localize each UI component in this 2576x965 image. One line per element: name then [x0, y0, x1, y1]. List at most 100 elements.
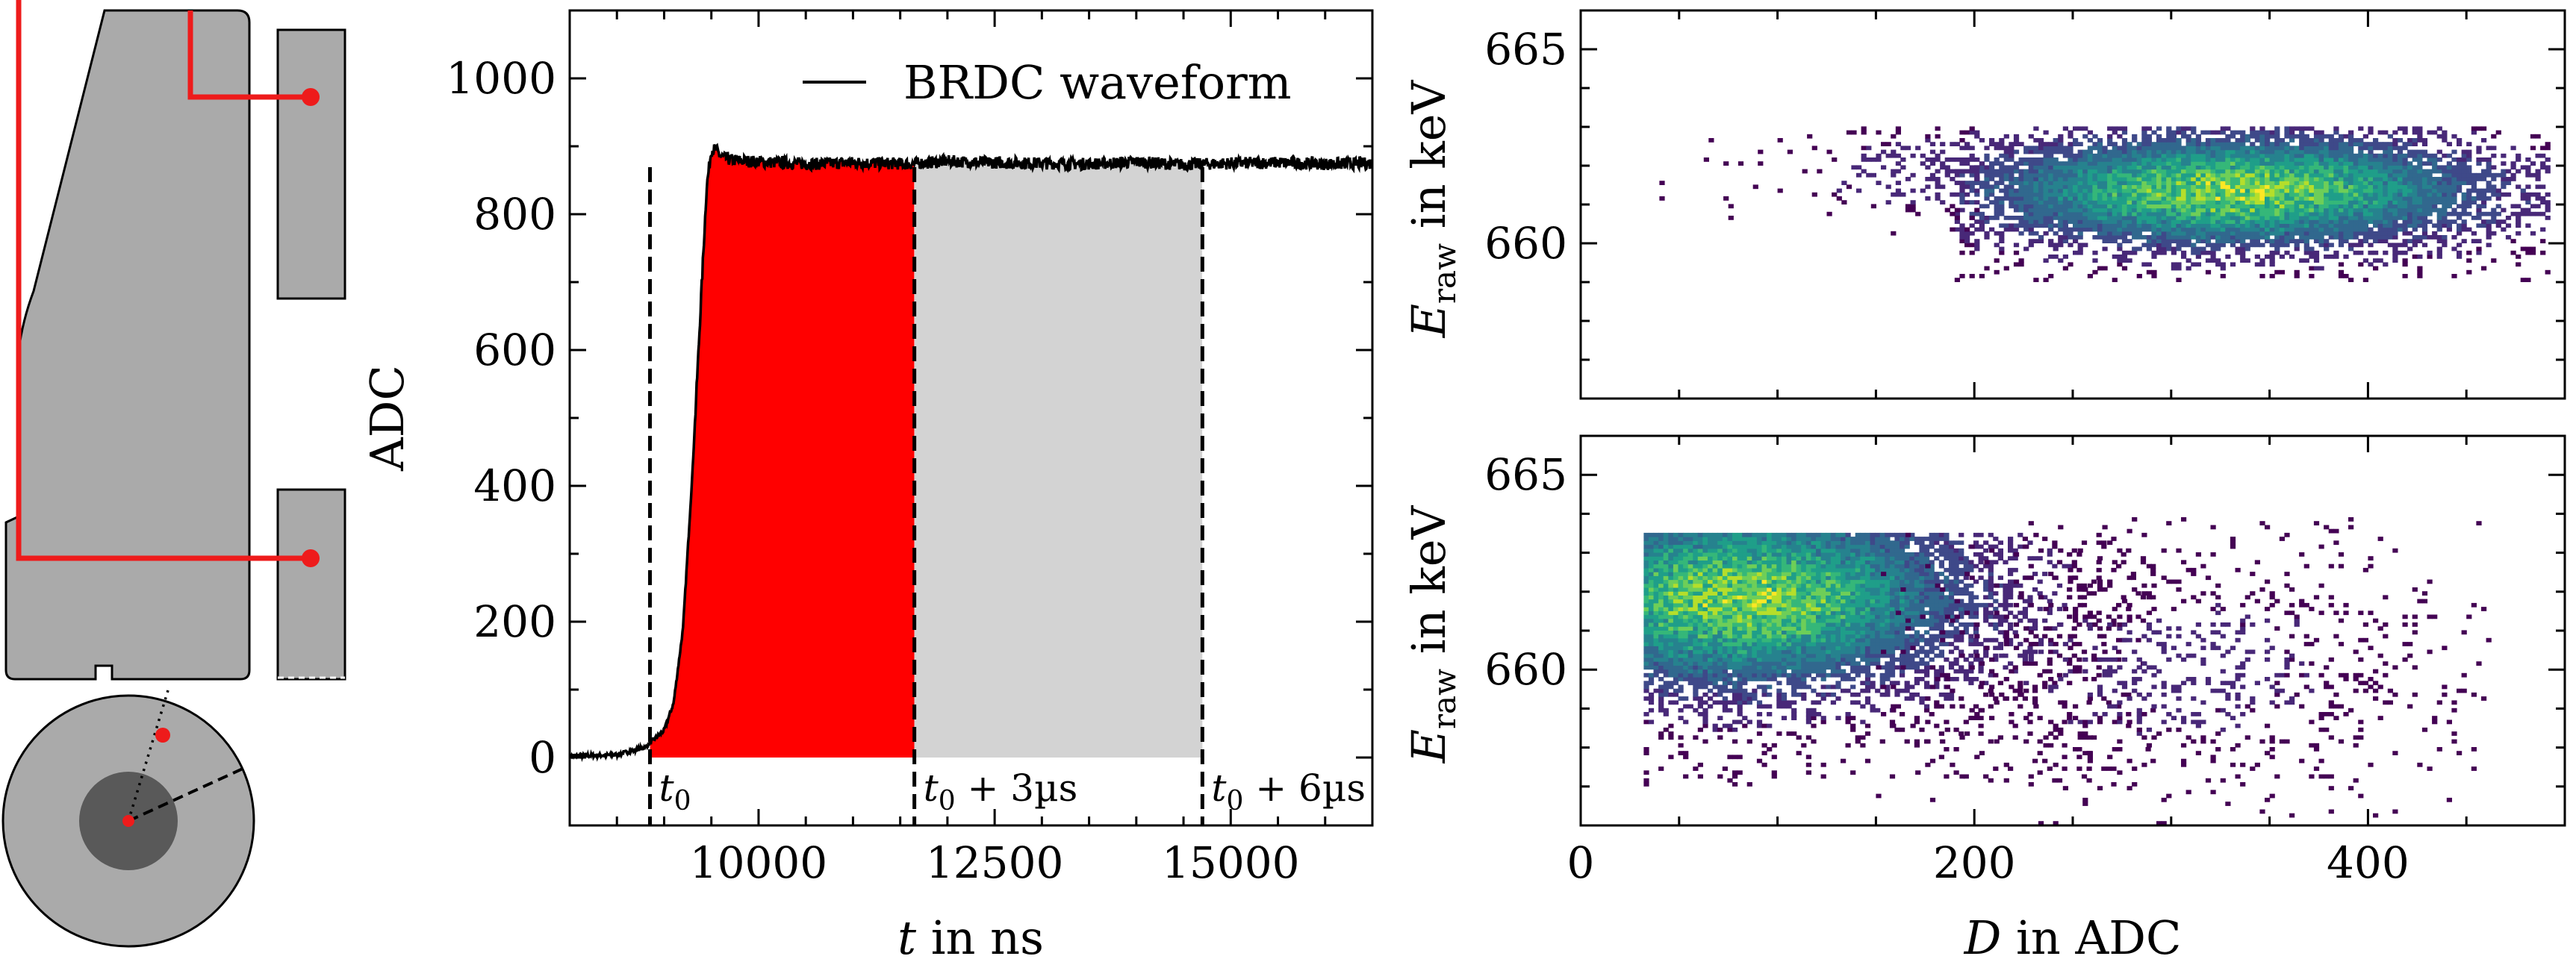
- heatmap-cell: [2235, 149, 2241, 154]
- heatmap-cell: [2313, 165, 2320, 170]
- heatmap-cell: [2318, 165, 2324, 170]
- heatmap-cell: [1811, 579, 1817, 584]
- heatmap-cell: [2107, 196, 2113, 201]
- heatmap-cell: [1742, 649, 1748, 655]
- heatmap-cell: [2540, 250, 2546, 255]
- heatmap-cell: [2244, 172, 2250, 178]
- heatmap-cell: [2259, 192, 2265, 197]
- heatmap-cell: [1673, 575, 1679, 581]
- heatmap-cell: [2279, 142, 2285, 146]
- heatmap-cell: [1984, 165, 1990, 170]
- heatmap-cell: [2471, 216, 2477, 220]
- heatmap-cell: [2043, 146, 2049, 151]
- heatmap-cell: [2442, 211, 2448, 216]
- heatmap-cell: [2491, 177, 2497, 181]
- heatmap-cell: [2240, 169, 2246, 174]
- heatmap-cell: [1708, 599, 1714, 604]
- heatmap-cell: [1708, 622, 1714, 627]
- heatmap-cell: [2442, 239, 2448, 243]
- heatmap-cell: [1702, 614, 1708, 619]
- heatmap-cell: [2269, 243, 2275, 248]
- heatmap-cell: [1994, 204, 2000, 209]
- heatmap-cell: [2028, 231, 2034, 236]
- heatmap-cell: [2009, 184, 2015, 190]
- heatmap-cell: [2392, 216, 2398, 220]
- marker-label: t0 + 3µs: [924, 766, 1078, 816]
- heatmap-cell: [2313, 216, 2320, 220]
- heatmap-cell: [2181, 254, 2187, 259]
- heatmap-cell: [2269, 153, 2275, 158]
- heatmap-cell: [2318, 138, 2324, 143]
- heatmap-cell: [2407, 207, 2413, 213]
- heatmap-cell: [1816, 672, 1822, 678]
- heatmap-cell: [2259, 200, 2265, 204]
- heatmap-cell: [1668, 665, 1674, 670]
- heatmap-cell: [2112, 211, 2118, 216]
- heatmap-cell: [1687, 681, 1693, 686]
- heatmap-cell: [2486, 243, 2492, 248]
- heatmap-cell: [2402, 177, 2408, 181]
- heatmap-cell: [1826, 610, 1832, 616]
- heatmap-cell: [2127, 149, 2132, 154]
- heatmap-cell: [2220, 219, 2226, 224]
- heatmap-cell: [2427, 235, 2433, 240]
- heatmap-cell: [2397, 181, 2404, 185]
- heatmap-cell: [2421, 161, 2428, 166]
- heatmap-cell: [1781, 544, 1788, 549]
- heatmap-cell: [2195, 235, 2201, 240]
- heatmap-cell: [2132, 177, 2138, 181]
- heatmap-cell: [2230, 219, 2236, 224]
- heatmap-cell: [2220, 196, 2226, 201]
- heatmap-cell: [1805, 770, 1811, 775]
- heatmap-cell: [1786, 602, 1792, 608]
- heatmap-cell: [2530, 211, 2536, 216]
- heatmap-cell: [2373, 250, 2379, 255]
- heatmap-cell: [2181, 181, 2187, 185]
- heatmap-cell: [1653, 653, 1659, 658]
- heatmap-cell: [2476, 204, 2482, 209]
- heatmap-cell: [2043, 184, 2049, 190]
- heatmap-cell: [2358, 169, 2364, 174]
- heatmap-cell: [1811, 626, 1817, 631]
- heatmap-cell: [2269, 188, 2275, 193]
- heatmap-cell: [1712, 649, 1718, 655]
- heatmap-cell: [1678, 665, 1684, 670]
- heatmap-cell: [2102, 239, 2108, 243]
- heatmap-cell: [1761, 626, 1767, 631]
- heatmap-cell: [1801, 572, 1807, 576]
- heatmap-cell: [1648, 677, 1655, 681]
- heatmap-cell: [1979, 274, 1985, 278]
- heatmap-cell: [2028, 181, 2034, 185]
- heatmap-cell: [1816, 556, 1822, 560]
- heatmap-cell: [2486, 235, 2492, 240]
- heatmap-cell: [1925, 165, 1931, 170]
- heatmap-cell: [1742, 544, 1748, 549]
- heatmap-cell: [2313, 192, 2320, 197]
- heatmap-cell: [2215, 142, 2221, 146]
- heatmap-cell: [1668, 684, 1674, 690]
- heatmap-cell: [1746, 646, 1752, 651]
- heatmap-cell: [1752, 556, 1758, 560]
- heatmap-cell: [2274, 192, 2280, 197]
- heatmap-cell: [1708, 607, 1714, 611]
- heatmap-cell: [1673, 646, 1679, 651]
- heatmap-cell: [1732, 727, 1738, 732]
- heatmap-cell: [1929, 161, 1936, 166]
- heatmap-cell: [1746, 556, 1752, 560]
- heatmap-cell: [2181, 219, 2187, 224]
- heatmap-cell: [2244, 146, 2250, 151]
- heatmap-cell: [2520, 196, 2526, 201]
- heatmap-cell: [2442, 200, 2448, 204]
- heatmap-cell: [1673, 677, 1679, 681]
- heatmap-cell: [1752, 642, 1758, 646]
- heatmap-cell: [2324, 204, 2330, 209]
- heatmap-cell: [2387, 204, 2393, 209]
- heatmap-cell: [2269, 274, 2275, 278]
- heatmap-cell: [2421, 216, 2428, 220]
- heatmap-cell: [2023, 181, 2029, 185]
- heatmap-cell: [2195, 246, 2201, 252]
- heatmap-cell: [2210, 192, 2216, 197]
- heatmap-cell: [2166, 246, 2172, 252]
- heatmap-cell: [2265, 172, 2271, 178]
- heatmap-cell: [1900, 146, 1906, 151]
